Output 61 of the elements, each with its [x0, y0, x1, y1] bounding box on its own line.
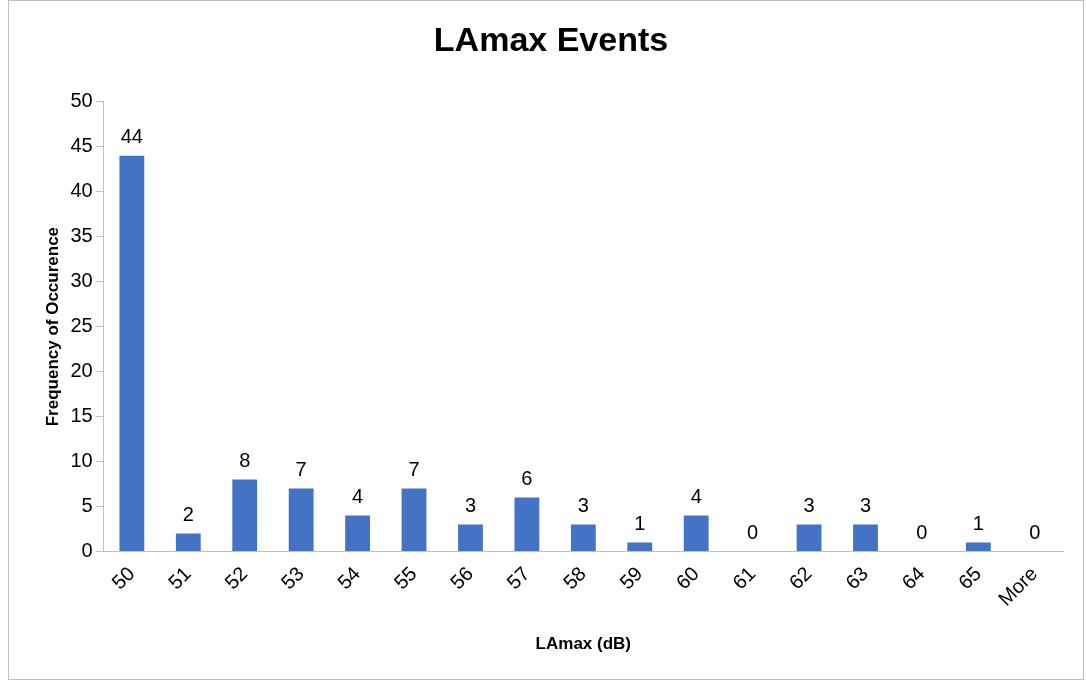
data-label: 4 — [352, 484, 364, 507]
chart-title: LAmax Events — [433, 19, 669, 58]
y-axis-title: Frequency of Occurence — [42, 226, 62, 427]
bar — [683, 515, 709, 551]
data-label: 1 — [634, 511, 646, 534]
bar — [570, 524, 596, 551]
x-tick-label: 58 — [558, 562, 591, 594]
y-tick-label: 15 — [70, 404, 93, 427]
y-tick-label: 35 — [70, 224, 93, 247]
y-tick-label: 25 — [70, 314, 93, 337]
data-label: 0 — [747, 520, 759, 543]
bar — [345, 515, 371, 551]
bar — [458, 524, 483, 551]
y-tick-label: 20 — [70, 359, 93, 382]
bar — [401, 488, 427, 551]
x-tick-label: 61 — [728, 562, 760, 594]
bar — [288, 488, 314, 551]
data-label: 3 — [464, 493, 477, 516]
x-tick-label: 53 — [276, 562, 308, 594]
y-tick-label: 50 — [70, 89, 93, 112]
y-tick-label: 10 — [70, 449, 93, 471]
data-label: 1 — [972, 511, 984, 534]
x-tick-label: 64 — [897, 562, 929, 594]
data-label: 3 — [577, 493, 589, 516]
x-tick-label: 57 — [502, 562, 534, 594]
bar — [232, 479, 258, 551]
bar — [796, 524, 822, 551]
data-label: 4 — [690, 484, 702, 507]
bar — [514, 497, 540, 551]
data-label: 44 — [120, 125, 143, 148]
x-axis-title: LAmax (dB) — [535, 634, 632, 654]
y-tick-label: 30 — [70, 269, 93, 292]
y-tick-label: 0 — [81, 538, 93, 561]
bar — [175, 533, 201, 551]
bar — [965, 542, 991, 551]
data-label: 7 — [295, 457, 307, 480]
x-tick-label: 65 — [953, 562, 986, 594]
data-label: 3 — [803, 493, 815, 516]
data-label: 7 — [408, 457, 420, 480]
data-label: 0 — [916, 520, 928, 543]
y-tick-label: 5 — [81, 493, 93, 516]
x-tick-label: 54 — [333, 562, 365, 594]
x-tick-label: 62 — [784, 562, 816, 594]
x-tick-label: 59 — [615, 562, 647, 594]
x-tick-label: 56 — [445, 562, 478, 594]
bar — [627, 542, 653, 551]
bar — [119, 155, 145, 551]
x-tick-label: 50 — [107, 562, 139, 594]
y-tick-label: 45 — [70, 134, 93, 157]
data-label: 0 — [1029, 520, 1041, 543]
data-label: 6 — [521, 466, 533, 489]
bar — [853, 524, 878, 551]
y-tick-label: 40 — [70, 179, 93, 202]
data-label: 2 — [182, 502, 194, 525]
x-tick-label: 63 — [840, 562, 873, 594]
data-label: 3 — [859, 493, 872, 516]
x-tick-label: 51 — [163, 562, 196, 594]
x-tick-label: 52 — [220, 562, 252, 594]
data-label: 8 — [239, 448, 251, 471]
x-tick-label: 55 — [389, 562, 421, 594]
x-tick-label: 60 — [671, 562, 703, 594]
